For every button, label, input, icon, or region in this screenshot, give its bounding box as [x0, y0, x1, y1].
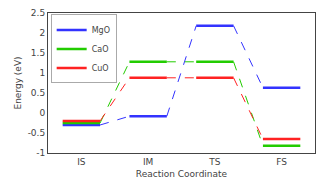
svg-text:CuO: CuO: [92, 64, 109, 73]
svg-text:IM: IM: [143, 157, 153, 167]
svg-text:2: 2: [39, 28, 45, 38]
svg-text:-1: -1: [36, 148, 45, 158]
svg-text:0: 0: [39, 108, 45, 118]
svg-text:CaO: CaO: [92, 45, 109, 54]
svg-text:FS: FS: [276, 157, 287, 167]
svg-text:-0.5: -0.5: [28, 128, 46, 138]
svg-text:MgO: MgO: [92, 26, 110, 35]
svg-text:IS: IS: [77, 157, 86, 167]
svg-text:0.5: 0.5: [31, 88, 45, 98]
svg-text:Reaction Coordinate: Reaction Coordinate: [136, 169, 228, 179]
svg-text:2.5: 2.5: [31, 8, 45, 18]
svg-text:1: 1: [39, 68, 45, 78]
svg-text:1.5: 1.5: [31, 48, 45, 58]
svg-text:TS: TS: [208, 157, 220, 167]
svg-text:Energy (eV): Energy (eV): [13, 56, 23, 109]
